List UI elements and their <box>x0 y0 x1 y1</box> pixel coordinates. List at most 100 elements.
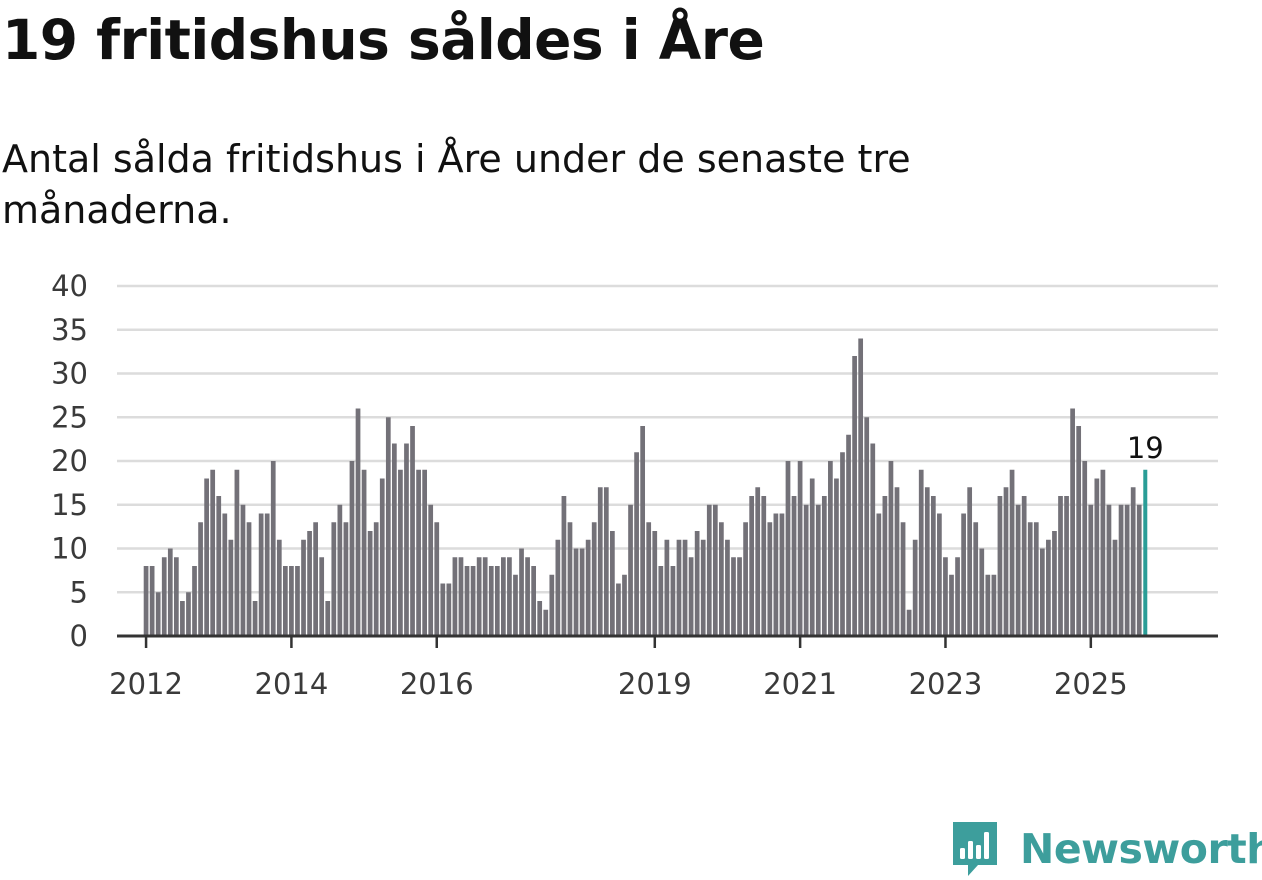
bar <box>143 566 149 636</box>
bar <box>706 504 712 636</box>
bar <box>985 574 991 636</box>
bar-latest <box>1143 469 1148 636</box>
bar <box>1027 522 1033 636</box>
bar <box>507 557 512 636</box>
bar <box>610 531 615 636</box>
x-tick-label: 2021 <box>763 667 837 701</box>
bar <box>198 522 203 636</box>
bar <box>398 469 403 636</box>
bar <box>325 601 331 636</box>
bar <box>918 469 924 636</box>
bar <box>482 557 488 636</box>
bar <box>676 539 682 636</box>
latest-value-label: 19 <box>1127 431 1164 465</box>
bar <box>858 338 864 636</box>
bar <box>1106 504 1112 636</box>
bar <box>464 566 470 636</box>
bar <box>779 513 785 636</box>
bar <box>900 522 906 636</box>
bar <box>1046 539 1051 636</box>
bar <box>640 426 646 636</box>
bar <box>682 539 688 636</box>
y-axis-labels: 0 5 10 15 20 25 30 35 40 <box>51 269 88 653</box>
bar <box>852 356 857 636</box>
bar <box>307 531 312 636</box>
bar <box>319 557 325 636</box>
bar <box>828 461 833 636</box>
bar <box>337 504 343 636</box>
bar <box>743 522 748 636</box>
bar <box>1009 469 1015 636</box>
newsworthy-logo[interactable]: Newsworthy <box>950 818 1262 880</box>
x-tick-label: 2012 <box>109 667 183 701</box>
y-tick-label: 20 <box>51 444 88 478</box>
bar <box>991 574 997 636</box>
bar <box>1112 539 1118 636</box>
bar <box>616 583 621 636</box>
bar <box>167 548 173 636</box>
bar <box>494 566 500 636</box>
bar <box>276 539 282 636</box>
bar <box>543 609 549 636</box>
bar <box>1033 522 1039 636</box>
bar <box>434 522 440 636</box>
bar <box>1076 426 1082 636</box>
bar <box>210 469 216 636</box>
bar <box>295 566 300 636</box>
bar <box>301 539 306 636</box>
y-tick-label: 5 <box>70 575 88 609</box>
bar <box>422 469 428 636</box>
bar <box>725 539 730 636</box>
bar <box>864 417 870 636</box>
bar <box>501 557 506 636</box>
x-tick-label: 2014 <box>255 667 329 701</box>
bar <box>289 566 294 636</box>
bar <box>767 522 773 636</box>
bar <box>1039 548 1045 636</box>
bar <box>440 583 446 636</box>
bar <box>476 557 482 636</box>
bar <box>149 566 155 636</box>
bar <box>912 539 918 636</box>
brand-name: Newsworthy <box>1020 825 1262 873</box>
bar <box>791 496 797 636</box>
bar <box>361 469 367 636</box>
bar <box>949 574 954 636</box>
bar <box>755 487 761 636</box>
x-axis: 2012 2014 2016 2019 2021 2023 2025 <box>109 636 1128 701</box>
bar <box>452 557 458 636</box>
bar <box>573 548 579 636</box>
bar <box>1130 487 1136 636</box>
bar <box>906 609 912 636</box>
bar <box>622 574 627 636</box>
bar <box>258 513 264 636</box>
bar <box>737 557 742 636</box>
y-tick-label: 0 <box>70 619 88 653</box>
bar <box>173 557 179 636</box>
bar <box>373 522 379 636</box>
bar <box>567 522 573 636</box>
y-tick-label: 15 <box>51 488 88 522</box>
bar <box>961 513 966 636</box>
bar <box>652 531 658 636</box>
bar <box>555 539 561 636</box>
bar <box>670 566 676 636</box>
bar <box>270 461 276 636</box>
bar <box>1058 496 1063 636</box>
bar <box>943 557 948 636</box>
bar <box>821 496 827 636</box>
bar <box>222 513 228 636</box>
bar <box>815 504 821 636</box>
bar <box>955 557 960 636</box>
bar <box>458 557 464 636</box>
bar <box>385 417 391 636</box>
bar <box>603 487 609 636</box>
bar <box>712 504 718 636</box>
chart-subtitle: Antal sålda fritidshus i Åre under de se… <box>2 137 911 232</box>
x-tick-label: 2019 <box>618 667 692 701</box>
bar <box>694 531 700 636</box>
y-tick-label: 10 <box>51 532 88 566</box>
bar <box>628 504 633 636</box>
bar <box>997 496 1003 636</box>
bar <box>973 522 979 636</box>
